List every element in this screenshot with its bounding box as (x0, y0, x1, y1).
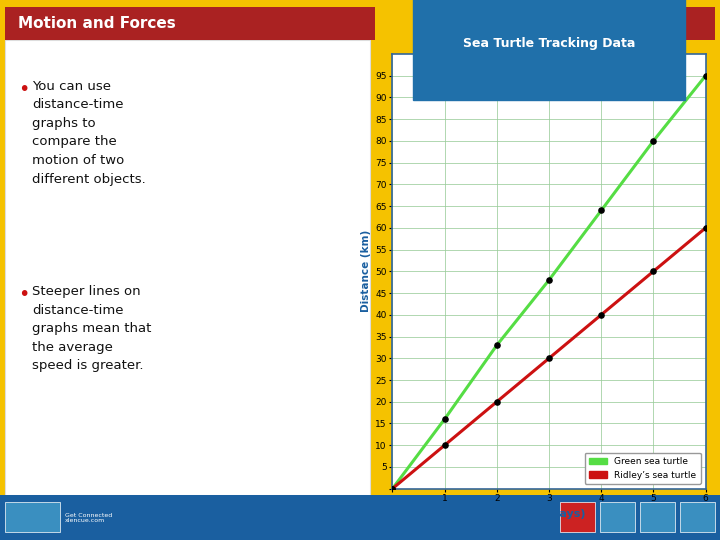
Point (595, 206, 607, 215)
Point (595, 310, 607, 319)
Point (439, 441, 451, 449)
Point (544, 276, 555, 285)
Text: Lesson 2: Lesson 2 (613, 16, 683, 30)
Point (387, 484, 398, 493)
Title: Sea Turtle Tracking Data: Sea Turtle Tracking Data (463, 37, 635, 50)
Bar (580, 7, 715, 40)
Y-axis label: Distance (km): Distance (km) (361, 230, 372, 313)
Point (700, 224, 711, 232)
Point (439, 415, 451, 423)
Point (491, 341, 503, 349)
Bar (680, 502, 715, 532)
Point (491, 397, 503, 406)
Point (544, 354, 555, 363)
Bar (0, 495, 720, 540)
Text: Get Connected
xlencue.com: Get Connected xlencue.com (65, 512, 112, 523)
Bar (5, 7, 375, 40)
Text: You can use
distance-time
graphs to
compare the
motion of two
different objects.: You can use distance-time graphs to comp… (32, 80, 145, 186)
Point (648, 267, 660, 275)
X-axis label: Time (days): Time (days) (512, 509, 586, 519)
Bar (5, 502, 60, 532)
Legend: Green sea turtle, Ridley’s sea turtle: Green sea turtle, Ridley’s sea turtle (585, 453, 701, 484)
Point (700, 71, 711, 80)
Text: •: • (18, 80, 30, 99)
Point (648, 137, 660, 145)
Bar (5, 40, 370, 495)
Text: •: • (18, 285, 30, 304)
Bar (640, 502, 675, 532)
Text: Steeper lines on
distance-time
graphs mean that
the average
speed is greater.: Steeper lines on distance-time graphs me… (32, 285, 151, 372)
Text: Motion and Forces: Motion and Forces (18, 16, 176, 30)
Bar (600, 502, 635, 532)
Bar (560, 502, 595, 532)
Point (387, 484, 398, 493)
